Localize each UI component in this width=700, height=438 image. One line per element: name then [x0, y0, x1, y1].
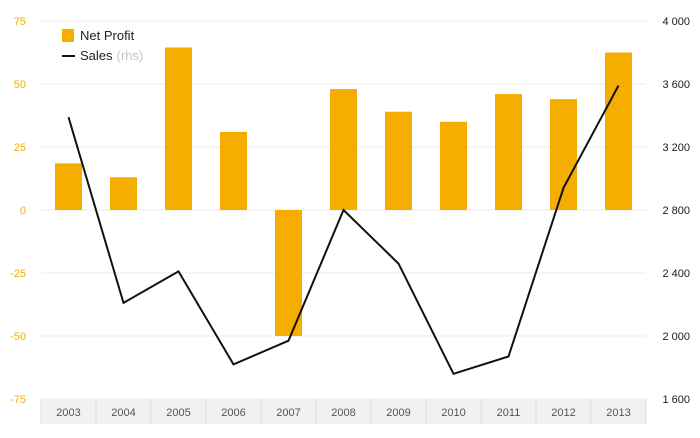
bar-2011 [495, 94, 522, 210]
bar-2003 [55, 163, 82, 210]
bar-series-net-profit [55, 47, 632, 336]
legend-line-label: Sales (rhs) [80, 48, 143, 63]
left-axis-tick-label: 25 [14, 142, 26, 154]
right-axis-tick-label: 3 600 [662, 79, 690, 91]
right-axis-tick-label: 2 400 [662, 268, 690, 280]
left-axis-tick-label: -50 [10, 331, 26, 343]
x-axis-tick-label: 2009 [386, 407, 410, 419]
left-axis-tick-label: -25 [10, 268, 26, 280]
bar-2007 [275, 210, 302, 336]
legend-bar-label: Net Profit [80, 28, 135, 43]
line-series-sales [67, 85, 620, 376]
right-axis-tick-label: 3 200 [662, 142, 690, 154]
right-axis-tick-label: 4 000 [662, 16, 690, 28]
x-axis-tick-label: 2006 [221, 407, 245, 419]
x-axis-tick-label: 2012 [551, 407, 575, 419]
bar-2013 [605, 52, 632, 210]
x-axis-tick-label: 2005 [166, 407, 190, 419]
x-axis-band-rect [41, 399, 646, 424]
legend-bar-swatch [62, 29, 74, 42]
bar-2009 [385, 111, 412, 210]
right-axis-tick-label: 2 000 [662, 331, 690, 343]
right-axis: 4 000 3 600 3 200 2 800 2 400 2 000 1 600 [662, 16, 690, 406]
x-axis-tick-label: 2003 [56, 407, 80, 419]
bar-2005 [165, 47, 192, 211]
left-axis-tick-label: -75 [10, 394, 26, 406]
right-axis-tick-label: 2 800 [662, 205, 690, 217]
left-axis: 75 50 25 0 -25 -50 -75 [10, 16, 26, 406]
left-axis-tick-label: 50 [14, 79, 26, 91]
legend-line-name: Sales [80, 48, 113, 63]
x-axis-tick-label: 2011 [497, 407, 521, 419]
x-axis-tick-label: 2013 [606, 407, 630, 419]
bar-2004 [110, 177, 137, 210]
x-axis-tick-label: 2010 [441, 407, 465, 419]
bar-2006 [220, 131, 247, 210]
right-axis-tick-label: 1 600 [662, 394, 690, 406]
sales-line [67, 85, 620, 376]
x-axis-band [40, 399, 647, 424]
bar-2010 [440, 121, 467, 210]
left-axis-tick-label: 0 [20, 205, 26, 217]
x-axis-tick-label: 2007 [276, 407, 300, 419]
left-axis-tick-label: 75 [14, 16, 26, 28]
x-axis: 2003 2004 2005 2006 2007 2008 2009 2010 2011 2012… [56, 407, 630, 419]
x-axis-tick-label: 2004 [111, 407, 135, 419]
x-axis-tick-label: 2008 [331, 407, 355, 419]
legend-line-suffix: (rhs) [117, 48, 144, 63]
bar-2012 [550, 99, 577, 210]
legend: Net Profit Sales (rhs) [62, 28, 143, 63]
bar-2008 [330, 89, 357, 210]
